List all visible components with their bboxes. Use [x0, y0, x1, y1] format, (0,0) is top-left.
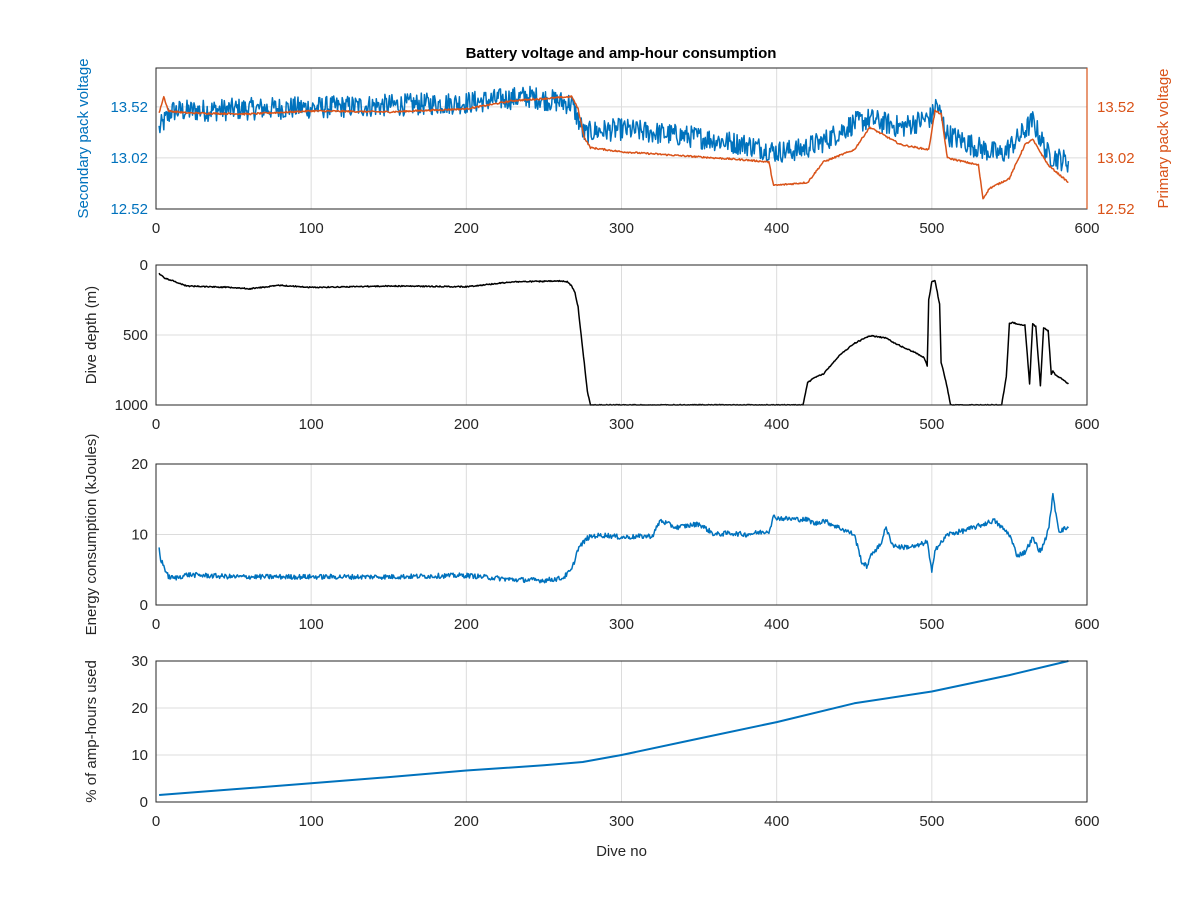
voltage-xtick-500: 500 — [919, 220, 944, 237]
voltage-xtick-600: 600 — [1074, 220, 1099, 237]
amp-hours-xtick-0: 0 — [152, 813, 160, 830]
energy-ytick-20: 20 — [131, 456, 148, 473]
amp-hours-axes-box — [155, 660, 1088, 803]
amp-hours-panel: 0 100 200 300 400 500 600 0 10 20 30 % o… — [83, 653, 1100, 860]
dive-depth-label: Dive depth (m) — [83, 286, 100, 384]
amp-hours-xtick-400: 400 — [764, 813, 789, 830]
secondary-pack-voltage-label: Secondary pack voltage — [75, 58, 92, 218]
amp-hours-xtick-200: 200 — [454, 813, 479, 830]
depth-xtick-0: 0 — [152, 416, 160, 433]
voltage-xtick-0: 0 — [152, 220, 160, 237]
voltage-xtick-400: 400 — [764, 220, 789, 237]
amp-hours-ytick-20: 20 — [131, 700, 148, 717]
amp-hours-ytick-0: 0 — [140, 794, 148, 811]
amp-hours-ytick-30: 30 — [131, 653, 148, 670]
voltage-xtick-300: 300 — [609, 220, 634, 237]
voltage-ytick-left-13.02: 13.02 — [110, 150, 148, 167]
amp-hours-xtick-100: 100 — [299, 813, 324, 830]
depth-xtick-300: 300 — [609, 416, 634, 433]
voltage-ytick-left-12.52: 12.52 — [110, 201, 148, 218]
voltage-ytick-right-13.02: 13.02 — [1097, 150, 1135, 167]
energy-xtick-300: 300 — [609, 616, 634, 633]
amp-hours-ytick-10: 10 — [131, 747, 148, 764]
depth-ytick-0: 0 — [140, 257, 148, 274]
amp-hours-used-label: % of amp-hours used — [83, 660, 100, 803]
dive-no-xlabel: Dive no — [596, 843, 647, 860]
energy-consumption-line — [158, 492, 1070, 584]
depth-xtick-500: 500 — [919, 416, 944, 433]
voltage-ytick-left-13.52: 13.52 — [110, 99, 148, 116]
depth-axes-box — [155, 264, 1088, 406]
primary-pack-voltage-label: Primary pack voltage — [1155, 68, 1172, 208]
voltage-ytick-right-12.52: 12.52 — [1097, 201, 1135, 218]
depth-xtick-600: 600 — [1074, 416, 1099, 433]
energy-ytick-10: 10 — [131, 527, 148, 544]
figure-title: Battery voltage and amp-hour consumption — [466, 45, 777, 62]
energy-xtick-400: 400 — [764, 616, 789, 633]
depth-xtick-400: 400 — [764, 416, 789, 433]
amp-hours-xtick-300: 300 — [609, 813, 634, 830]
amp-hours-used-line — [159, 660, 1069, 796]
depth-panel: 0 100 200 300 400 500 600 0 500 1000 Div… — [83, 257, 1100, 433]
voltage-ytick-right-13.52: 13.52 — [1097, 99, 1135, 116]
energy-panel: 0 100 200 300 400 500 600 0 10 20 Energy… — [83, 434, 1100, 636]
energy-xtick-0: 0 — [152, 616, 160, 633]
amp-hours-xtick-600: 600 — [1074, 813, 1099, 830]
secondary-pack-voltage-line — [158, 85, 1070, 173]
depth-ytick-1000: 1000 — [115, 397, 148, 414]
energy-ytick-0: 0 — [140, 597, 148, 614]
amp-hours-xtick-500: 500 — [919, 813, 944, 830]
primary-pack-voltage-line — [158, 95, 1069, 200]
voltage-xtick-100: 100 — [299, 220, 324, 237]
energy-xtick-600: 600 — [1074, 616, 1099, 633]
depth-xtick-100: 100 — [299, 416, 324, 433]
voltage-panel: 0 100 200 300 400 500 600 12.52 13.02 13… — [75, 58, 1172, 237]
voltage-xtick-200: 200 — [454, 220, 479, 237]
energy-xtick-200: 200 — [454, 616, 479, 633]
energy-consumption-label: Energy consumption (kJoules) — [83, 434, 100, 636]
energy-axes-box — [155, 463, 1088, 606]
energy-xtick-100: 100 — [299, 616, 324, 633]
depth-xtick-200: 200 — [454, 416, 479, 433]
depth-ytick-500: 500 — [123, 327, 148, 344]
energy-xtick-500: 500 — [919, 616, 944, 633]
